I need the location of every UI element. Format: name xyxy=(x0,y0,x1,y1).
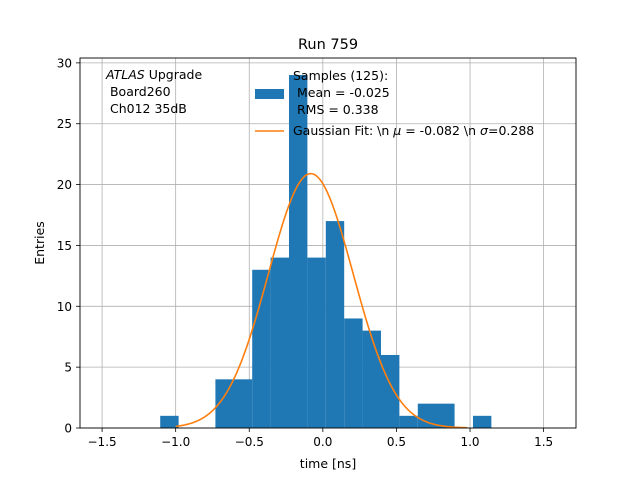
legend-histogram-line-1: Samples (125): xyxy=(293,68,388,83)
histogram-bar xyxy=(215,379,253,428)
legend-fit-sigma: σ xyxy=(480,123,489,138)
histogram-bar xyxy=(325,221,345,428)
x-tick-label: −1.0 xyxy=(161,435,190,449)
annotation-atlas-italic: ATLAS xyxy=(105,67,145,82)
annotation-line-2: Board260 xyxy=(106,84,171,99)
histogram-bar xyxy=(307,257,326,428)
histogram-bars xyxy=(160,75,492,428)
legend-histogram-line-2: Mean = -0.025 xyxy=(293,85,390,100)
histogram-bar xyxy=(417,403,455,428)
histogram-bar xyxy=(344,318,363,428)
y-axis-ticks: 0 5 10 15 20 25 30 xyxy=(57,56,80,436)
annotation-line-3: Ch012 35dB xyxy=(106,101,187,116)
legend-fit-middle: = -0.082 \n xyxy=(401,123,480,138)
y-tick-label: 5 xyxy=(64,361,72,375)
legend-fit-prefix: Gaussian Fit: \n xyxy=(293,123,393,138)
histogram-bar xyxy=(472,415,492,428)
histogram-bar xyxy=(380,354,400,428)
y-tick-label: 10 xyxy=(57,300,72,314)
x-tick-label: 0.0 xyxy=(313,435,332,449)
y-axis-label: Entries xyxy=(32,221,47,265)
x-tick-label: −1.5 xyxy=(88,435,117,449)
gaussian-fit-curve xyxy=(175,172,468,429)
legend-fit-label: Gaussian Fit: \n μ = -0.082 \n σ=0.288 xyxy=(293,123,534,138)
y-tick-label: 25 xyxy=(57,117,72,131)
histogram-bar xyxy=(399,415,418,428)
x-tick-label: 1.0 xyxy=(460,435,479,449)
annotation-upgrade: Upgrade xyxy=(145,67,203,82)
histogram-bar xyxy=(160,415,179,428)
chart-title: Run 759 xyxy=(298,37,358,53)
x-axis-label: time [ns] xyxy=(300,456,356,471)
y-tick-label: 15 xyxy=(57,239,72,253)
histogram-bar xyxy=(362,330,381,428)
y-tick-label: 20 xyxy=(57,178,72,192)
legend-fit-mu: μ xyxy=(392,123,401,138)
atlas-annotation: ATLAS Upgrade Board260 Ch012 35dB xyxy=(105,67,202,116)
histogram-bar xyxy=(252,269,271,428)
plot-frame xyxy=(79,57,577,429)
histogram-bar xyxy=(270,257,289,428)
legend-histogram-swatch xyxy=(255,89,284,99)
histogram-bar xyxy=(288,75,308,428)
x-tick-label: −0.5 xyxy=(235,435,264,449)
legend-fit-suffix: =0.288 xyxy=(488,123,534,138)
x-tick-label: 0.5 xyxy=(387,435,406,449)
legend-histogram-line-3: RMS = 0.338 xyxy=(293,102,379,117)
legend: Samples (125): Mean = -0.025 RMS = 0.338… xyxy=(255,68,534,138)
x-tick-label: 1.5 xyxy=(534,435,553,449)
x-axis-ticks: −1.5 −1.0 −0.5 0.0 0.5 1.0 1.5 xyxy=(88,428,553,449)
annotation-line-1: ATLAS Upgrade xyxy=(105,67,202,82)
y-tick-label: 30 xyxy=(57,56,72,70)
y-tick-label: 0 xyxy=(64,422,72,436)
